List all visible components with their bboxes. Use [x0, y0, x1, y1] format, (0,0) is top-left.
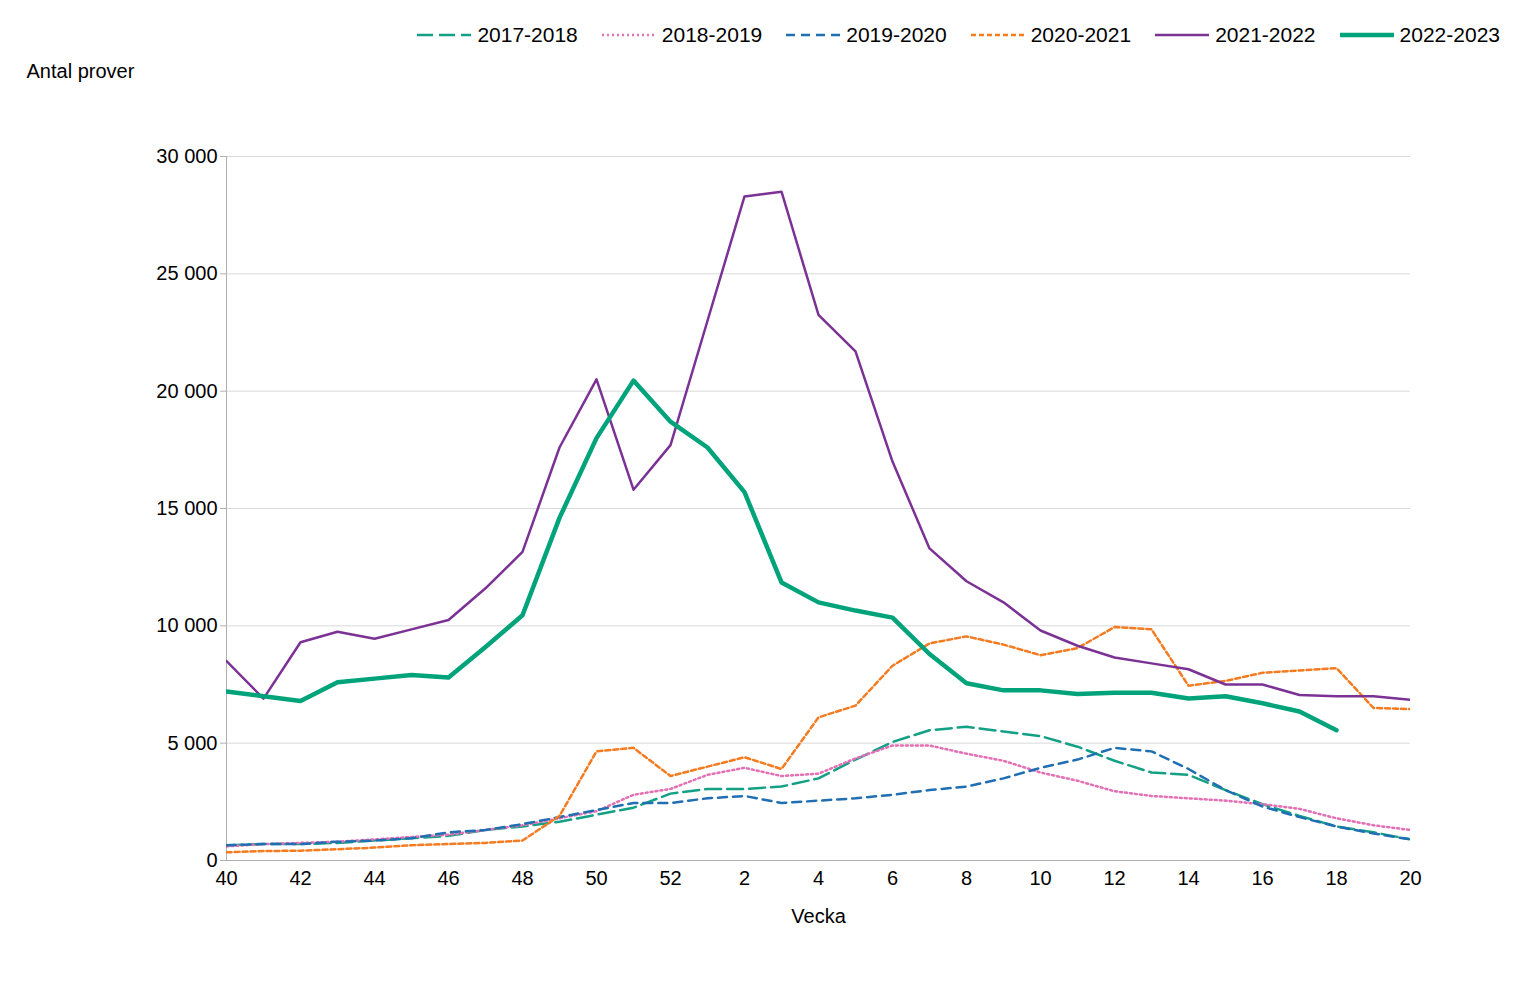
svg-text:Vecka: Vecka — [791, 905, 846, 927]
svg-text:15 000: 15 000 — [156, 497, 217, 519]
svg-text:10: 10 — [1029, 867, 1051, 889]
svg-text:14: 14 — [1177, 867, 1199, 889]
html-text:2022-2023: 2022-2023 — [1399, 23, 1500, 46]
svg-text:48: 48 — [511, 867, 533, 889]
svg-text:25 000: 25 000 — [156, 262, 217, 284]
html-text:2020-2021: 2020-2021 — [1030, 23, 1132, 46]
html-text:2017-2018: 2017-2018 — [477, 23, 578, 46]
svg-text:18: 18 — [1325, 867, 1347, 889]
svg-text:5 000: 5 000 — [167, 732, 217, 754]
svg-text:42: 42 — [289, 867, 311, 889]
svg-text:6: 6 — [887, 867, 898, 889]
svg-text:52: 52 — [659, 867, 681, 889]
svg-text:30 000: 30 000 — [156, 145, 217, 167]
svg-text:8: 8 — [961, 867, 972, 889]
svg-text:10 000: 10 000 — [156, 614, 217, 636]
svg-text:20: 20 — [1399, 867, 1421, 889]
svg-text:46: 46 — [437, 867, 459, 889]
svg-text:44: 44 — [363, 867, 385, 889]
svg-text:40: 40 — [215, 867, 237, 889]
svg-text:20 000: 20 000 — [156, 380, 217, 402]
svg-text:12: 12 — [1103, 867, 1125, 889]
svg-text:Antal prover: Antal prover — [27, 60, 135, 82]
html-text:2021-2022: 2021-2022 — [1215, 23, 1316, 46]
html-text:2019-2020: 2019-2020 — [846, 23, 947, 46]
html-text:2018-2019: 2018-2019 — [661, 23, 763, 46]
svg-text:4: 4 — [813, 867, 824, 889]
svg-text:50: 50 — [585, 867, 607, 889]
svg-text:0: 0 — [206, 848, 218, 871]
svg-text:16: 16 — [1251, 867, 1273, 889]
svg-text:2: 2 — [739, 867, 750, 889]
